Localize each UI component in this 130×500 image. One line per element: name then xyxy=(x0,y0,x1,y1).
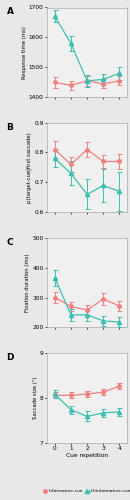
Y-axis label: Saccade size (°): Saccade size (°) xyxy=(33,376,38,419)
Text: C: C xyxy=(6,238,13,246)
Y-axis label: Response time (ms): Response time (ms) xyxy=(22,26,27,79)
X-axis label: Cue repetition: Cue repetition xyxy=(66,453,108,458)
Text: B: B xyxy=(6,122,13,132)
Y-axis label: Fixation duration (ms): Fixation duration (ms) xyxy=(25,254,30,312)
Text: A: A xyxy=(6,8,14,16)
Text: D: D xyxy=(6,352,14,362)
Legend: Informative-cue, Uninformative-cue: Informative-cue, Uninformative-cue xyxy=(41,488,130,496)
Y-axis label: p(target-cue|first saccade): p(target-cue|first saccade) xyxy=(27,132,32,203)
